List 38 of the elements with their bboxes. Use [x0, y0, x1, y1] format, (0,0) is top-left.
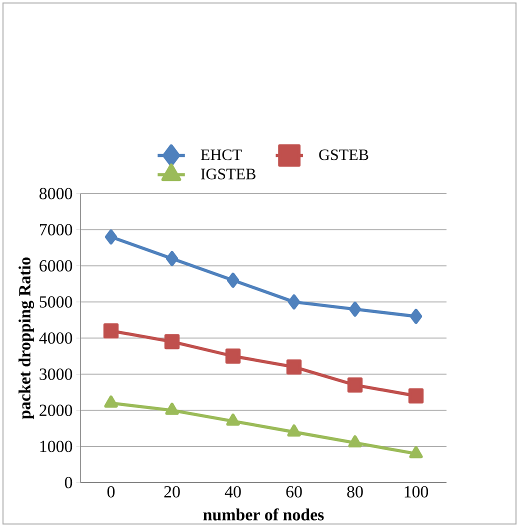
- point: [165, 402, 179, 415]
- y-tick-label: 6000: [40, 260, 72, 272]
- x-axis-title: number of nodes: [203, 508, 324, 520]
- point: [104, 229, 118, 245]
- y-tick-label: 8000: [40, 188, 72, 200]
- point: [103, 323, 119, 338]
- point: [410, 308, 422, 324]
- legend-label: IGSTEB: [200, 168, 256, 180]
- x-tick-label: 80: [347, 486, 363, 498]
- y-tick-label: 4000: [39, 332, 72, 344]
- point: [226, 272, 240, 288]
- legend-label: EHCT: [200, 149, 242, 160]
- point: [288, 294, 300, 310]
- point: [104, 395, 118, 408]
- point: [286, 359, 302, 375]
- point: [164, 334, 180, 350]
- point: [226, 414, 240, 426]
- point: [348, 302, 362, 317]
- x-tick-label: 20: [164, 486, 180, 498]
- x-tick-label: 40: [224, 486, 241, 498]
- point: [409, 446, 423, 458]
- y-tick-label: 5000: [40, 296, 72, 308]
- x-tick-label: 100: [404, 486, 428, 498]
- point: [408, 388, 424, 404]
- y-tick-label: 7000: [40, 224, 72, 236]
- y-tick-label: 3000: [40, 368, 72, 380]
- legend-label: GSTEB: [319, 149, 368, 160]
- y-tick-label: 1000: [40, 440, 72, 452]
- point: [225, 348, 241, 364]
- y-tick-label: 0: [64, 476, 72, 488]
- point: [287, 424, 301, 437]
- x-tick-label: 60: [286, 486, 302, 498]
- point: [348, 435, 362, 448]
- point: [347, 377, 363, 393]
- x-tick-label: 0: [107, 486, 115, 498]
- y-tick-label: 2000: [40, 404, 72, 416]
- point: [166, 250, 178, 266]
- y-axis-title: packet dropping Ratio: [18, 257, 34, 420]
